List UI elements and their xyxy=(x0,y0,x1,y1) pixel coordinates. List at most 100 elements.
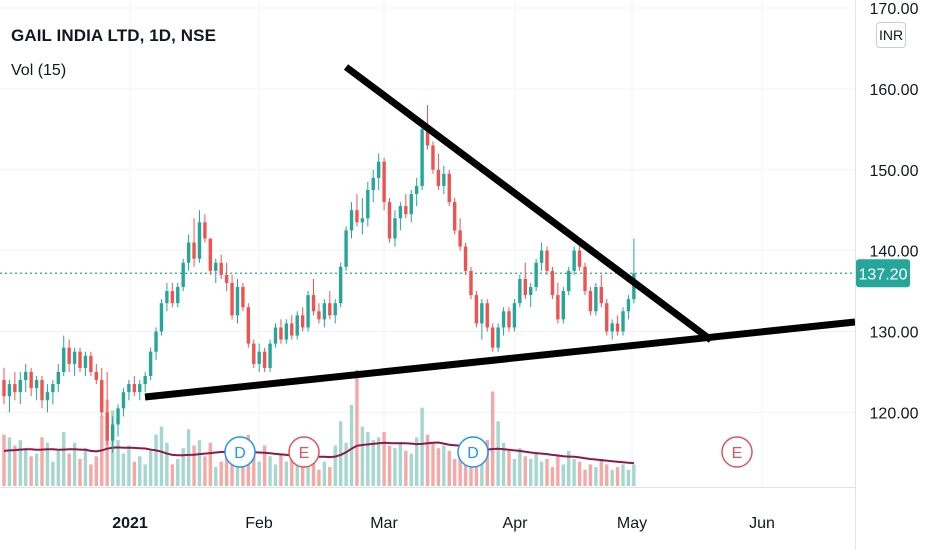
event-marker-earnings xyxy=(721,436,753,468)
volume-bar xyxy=(550,467,555,486)
volume-bar xyxy=(496,421,500,486)
volume-bar xyxy=(409,453,413,486)
candle-body xyxy=(121,392,126,409)
candle-body xyxy=(507,311,511,328)
price-tick-label: 150.00 xyxy=(870,163,919,180)
candle-body xyxy=(132,384,137,393)
price-tick-label: 170.00 xyxy=(870,1,919,18)
time-axis: 2021 Feb Mar Apr May Jun xyxy=(112,515,775,532)
candle-body xyxy=(18,380,22,393)
volume-bar xyxy=(338,421,343,486)
candle-body xyxy=(116,408,120,425)
volume-bar xyxy=(295,459,299,486)
volume-bar xyxy=(398,442,403,486)
volume-bar xyxy=(290,448,294,486)
event-marker-letter: D xyxy=(467,445,479,462)
time-tick-label: 2021 xyxy=(112,515,148,532)
candle-body xyxy=(165,291,169,304)
candle-body xyxy=(214,262,218,271)
candle-body xyxy=(491,327,495,348)
volume-bar xyxy=(56,450,60,486)
candle-body xyxy=(420,129,424,186)
volume-bar xyxy=(40,437,44,486)
currency-button[interactable]: INR xyxy=(876,22,906,48)
candle-body xyxy=(56,371,60,385)
candle-body xyxy=(208,238,213,271)
candle-body xyxy=(148,351,153,376)
volume-bar xyxy=(572,459,576,486)
candle-body xyxy=(235,287,240,316)
volume-bar xyxy=(170,464,175,486)
volume-bar xyxy=(235,459,240,486)
volume-bar xyxy=(349,405,354,486)
upper-trendline xyxy=(343,64,714,343)
candle-body xyxy=(186,242,191,263)
candle-body xyxy=(45,392,50,401)
volume-bar xyxy=(214,467,218,486)
volume-bar xyxy=(605,464,609,486)
candle-body xyxy=(94,371,99,381)
candle-body xyxy=(219,262,223,275)
candle-body xyxy=(360,218,365,223)
candle-body xyxy=(100,380,104,413)
volume-bar xyxy=(539,461,544,486)
volume-bar xyxy=(311,456,316,486)
candle-body xyxy=(138,384,142,393)
candle-body xyxy=(67,347,71,364)
volume-bar xyxy=(344,442,348,486)
volume-bar xyxy=(62,432,66,486)
time-tick-label: Apr xyxy=(503,515,529,532)
volume-bar xyxy=(328,467,332,486)
candle-body xyxy=(7,384,12,397)
candle-body xyxy=(442,173,446,186)
volume-bar xyxy=(583,469,587,486)
price-tick-label: 130.00 xyxy=(870,325,919,342)
volume-bar xyxy=(436,448,441,486)
price-tick-label: 160.00 xyxy=(870,82,919,99)
candle-body xyxy=(273,327,278,344)
volume-bar xyxy=(159,426,164,486)
candle-body xyxy=(295,315,299,336)
candle-body xyxy=(621,311,625,332)
volume-bar xyxy=(545,459,549,486)
event-marker-dividend xyxy=(457,436,489,468)
volume-bar xyxy=(420,407,424,486)
volume-bar xyxy=(376,437,381,486)
candle-body xyxy=(545,250,549,271)
volume-bar xyxy=(512,459,517,486)
candle-body xyxy=(89,355,93,372)
candle-body xyxy=(529,287,533,296)
volume-bar xyxy=(463,464,468,486)
candle-body xyxy=(311,295,316,312)
volume-indicator-label[interactable]: Vol (15) xyxy=(11,62,67,79)
candle-body xyxy=(322,303,327,320)
candle-body xyxy=(452,202,457,231)
candle-body xyxy=(51,384,55,393)
candle-body xyxy=(40,380,44,401)
candle-body xyxy=(436,169,441,186)
volume-bar xyxy=(577,461,582,486)
volume-bar xyxy=(306,464,310,486)
volume-bar xyxy=(132,461,137,486)
candle-body xyxy=(615,323,620,332)
time-tick-label: May xyxy=(617,515,647,532)
event-marker-dividend xyxy=(224,436,256,468)
volume-bar xyxy=(594,467,598,486)
candle-body xyxy=(501,311,506,328)
volume-bar xyxy=(333,445,337,486)
candle-body xyxy=(127,384,131,393)
volume-bar xyxy=(241,464,245,486)
volume-bar xyxy=(431,442,435,486)
candle-body xyxy=(143,375,147,385)
volume-bar xyxy=(176,459,180,486)
volume-bar xyxy=(192,445,196,486)
volume-bar xyxy=(186,429,191,486)
lower-trendline xyxy=(144,318,856,401)
volume-bar xyxy=(268,456,272,486)
candle-body xyxy=(371,177,375,190)
candle-body xyxy=(154,331,158,352)
candle-body xyxy=(83,355,88,368)
volume-bar xyxy=(13,445,17,486)
